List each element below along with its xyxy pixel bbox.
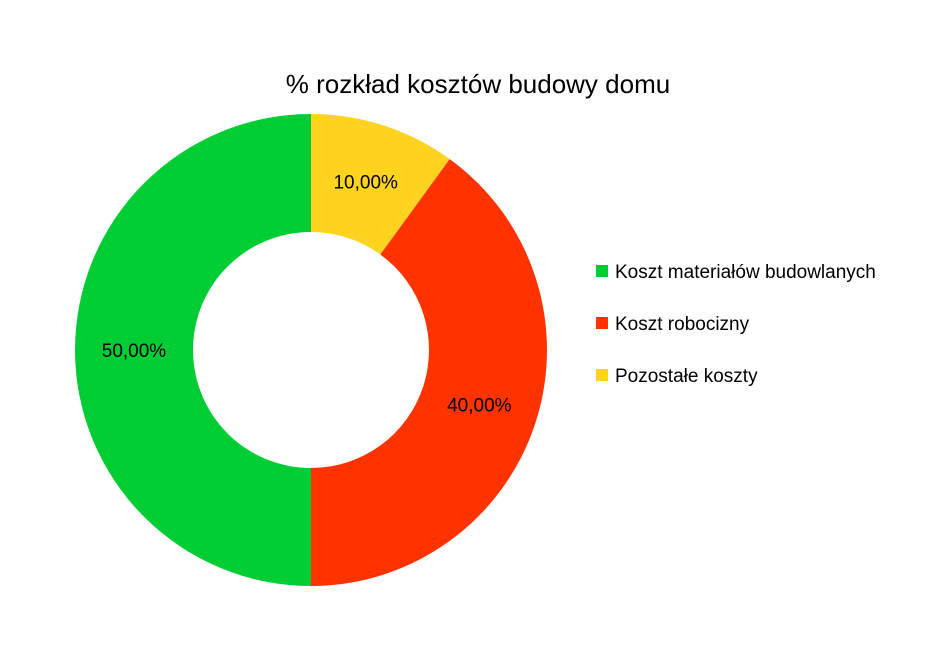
slice-label-robocizna: 40,00% <box>447 396 512 417</box>
legend-label-robocizna: Koszt robocizny <box>615 314 750 335</box>
chart-title: % rozkład kosztów budowy domu <box>286 69 670 99</box>
slice-label-pozostale: 10,00% <box>333 173 398 194</box>
slice-labels: 10,00% 40,00% 50,00% <box>102 173 512 417</box>
legend-label-pozostale: Pozostałe koszty <box>615 366 758 387</box>
slice-pozostale <box>311 114 450 255</box>
slice-materialy <box>75 114 311 586</box>
slice-label-materialy: 50,00% <box>102 341 167 362</box>
legend: Koszt materiałów budowlanych Koszt roboci… <box>596 262 876 387</box>
legend-label-materialy: Koszt materiałów budowlanych <box>615 262 876 283</box>
legend-swatch-robocizna <box>596 317 608 329</box>
slice-robocizna <box>311 159 547 586</box>
legend-swatch-pozostale <box>596 369 608 381</box>
donut-slices <box>75 114 547 586</box>
legend-swatch-materialy <box>596 265 608 277</box>
